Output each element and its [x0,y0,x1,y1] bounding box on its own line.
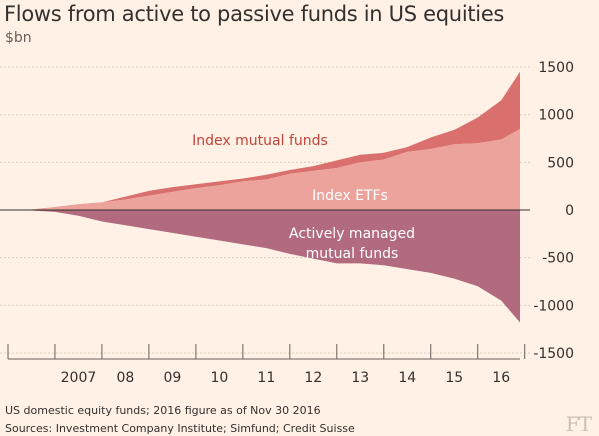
footnote-scope: US domestic equity funds; 2016 figure as… [5,404,321,417]
x-tick-label: 15 [445,370,463,386]
x-tick-label: 14 [398,370,416,386]
x-tick-label: 16 [492,370,510,386]
area-index-etfs [8,128,520,210]
y-tick-label: 500 [547,155,574,171]
x-tick-label: 08 [117,370,135,386]
x-tick-label: 13 [351,370,369,386]
label-index-mutual-funds: Index mutual funds [192,133,328,149]
label-actively-managed-line2: mutual funds [306,246,399,262]
unit-label: $bn [5,30,32,46]
label-actively-managed-line1: Actively managed [289,226,415,242]
area-actively-managed [8,210,520,323]
x-tick-label: 11 [257,370,275,386]
y-tick-label: -1500 [533,346,574,362]
y-tick-label: -1000 [533,298,574,314]
x-tick-label: 10 [210,370,228,386]
flows-area-chart: 1500 1000 500 0 -500 -1000 -1500 Index mutual f… [0,60,574,386]
y-tick-label: -500 [542,251,574,267]
x-tick-label: 09 [163,370,181,386]
x-tick-label: 2007 [61,370,97,386]
x-tick-label: 12 [304,370,322,386]
y-tick-label: 1500 [538,60,574,76]
label-index-etfs: Index ETFs [312,188,388,204]
footnote-sources: Sources: Investment Company Institute; S… [5,422,355,435]
y-tick-label: 0 [565,203,574,219]
ft-logo: FT [565,412,592,436]
chart-title: Flows from active to passive funds in US… [4,2,505,26]
y-tick-label: 1000 [538,108,574,124]
